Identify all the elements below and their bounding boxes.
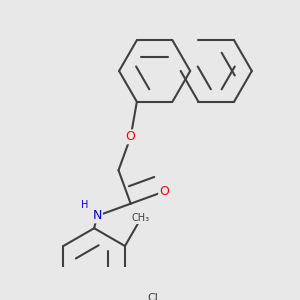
Text: CH₃: CH₃ xyxy=(132,213,150,223)
Text: Cl: Cl xyxy=(147,292,158,300)
Text: O: O xyxy=(126,130,136,143)
Text: N: N xyxy=(93,209,102,222)
Text: H: H xyxy=(81,200,88,210)
Text: O: O xyxy=(159,185,169,198)
